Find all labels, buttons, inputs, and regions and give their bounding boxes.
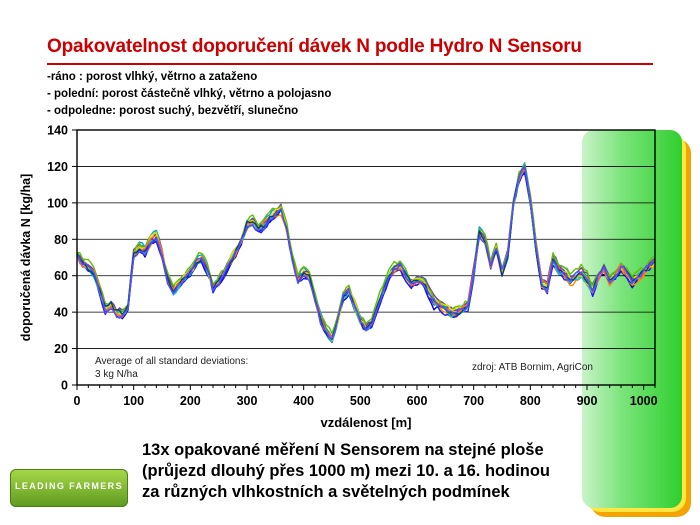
x-tick-label-800: 800 [520, 394, 541, 408]
x-tick-label-1000: 1000 [630, 394, 658, 408]
y-axis-label: doporučená dávka N [kg/ha] [19, 174, 33, 341]
y-tick-label-100: 100 [47, 196, 68, 210]
y-tick-label-80: 80 [54, 233, 68, 247]
series-lines [76, 162, 656, 343]
x-axis: 0 100 200 300 400 500 600 700 800 900 1000 [74, 385, 658, 408]
series-line-11 [76, 167, 656, 340]
slide-title: Opakovatelnost doporučení dávek N podle … [47, 36, 582, 57]
x-tick-label-0: 0 [74, 394, 81, 408]
gridlines [77, 166, 655, 349]
logo-text: LEADING FARMERS [14, 481, 123, 491]
condition-morning: -ráno : porost vlhký, větrno a zataženo [47, 71, 258, 83]
y-tick-label-20: 20 [54, 342, 68, 356]
leading-farmers-logo: LEADING FARMERS [10, 469, 128, 507]
y-tick-label-140: 140 [47, 124, 68, 138]
measurement-note-line-3: za různých vlhkostních a světelných podm… [142, 483, 510, 501]
stats-annotation-line-2: 3 kg N/ha [95, 369, 138, 380]
series-line-2 [76, 162, 656, 339]
stats-annotation-line-1: Average of all standard deviations: [95, 356, 248, 367]
title-underline [47, 63, 653, 65]
highlight-panel-green-layer [582, 130, 682, 508]
x-axis-label: vzdálenost [m] [320, 415, 411, 430]
y-tick-label-40: 40 [54, 306, 68, 320]
series-line-10 [76, 165, 656, 341]
x-tick-label-400: 400 [293, 394, 314, 408]
y-tick-label-120: 120 [47, 160, 68, 174]
series-line-8 [76, 165, 656, 343]
condition-noon: - polední: porost částečně vlhký, větrno… [47, 88, 332, 100]
x-tick-label-500: 500 [350, 394, 371, 408]
source-annotation: zdroj: ATB Bornim, AgriCon [472, 362, 593, 373]
y-tick-label-60: 60 [54, 269, 68, 283]
series-line-12 [76, 166, 656, 341]
measurement-note-line-2: (průjezd dlouhý přes 1000 m) mezi 10. a … [142, 462, 551, 480]
measurement-note: 13x opakované měření N Sensorem na stejn… [142, 440, 550, 503]
plot-frame [76, 129, 656, 386]
measurement-note-line-1: 13x opakované měření N Sensorem na stejn… [142, 441, 544, 459]
series-line-5 [76, 168, 656, 339]
x-tick-label-100: 100 [123, 394, 144, 408]
y-tick-label-0: 0 [61, 379, 68, 393]
x-tick-label-600: 600 [407, 394, 428, 408]
series-line-9 [76, 163, 656, 334]
conditions-list: -ráno : porost vlhký, větrno a zataženo … [47, 69, 331, 120]
x-tick-label-300: 300 [237, 394, 258, 408]
condition-afternoon: - odpoledne: porost suchý, bezvětří, slu… [47, 105, 299, 117]
y-axis: 0 20 40 60 80 100 120 140 [47, 124, 77, 393]
x-tick-label-900: 900 [577, 394, 598, 408]
series-line-13 [76, 164, 656, 340]
x-tick-label-200: 200 [180, 394, 201, 408]
x-tick-label-700: 700 [463, 394, 484, 408]
